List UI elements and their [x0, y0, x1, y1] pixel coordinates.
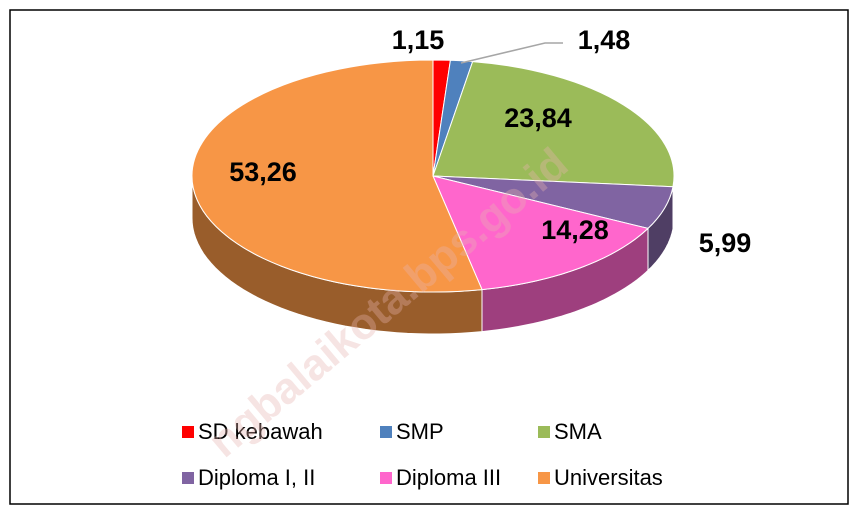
- data-label: 14,28: [541, 215, 609, 245]
- data-label: 23,84: [504, 103, 572, 133]
- legend-label: SMP: [396, 419, 444, 444]
- leader-line: [460, 42, 563, 64]
- data-label: 1,48: [578, 25, 631, 55]
- legend-swatch: [182, 472, 194, 484]
- legend-label: SD kebawah: [198, 419, 323, 444]
- legend-swatch: [538, 426, 550, 438]
- legend-label: Diploma III: [396, 465, 501, 490]
- slice: [191, 59, 483, 293]
- slice: [432, 175, 650, 291]
- data-label: 5,99: [699, 228, 752, 258]
- data-label: 1,15: [392, 25, 445, 55]
- legend-swatch: [538, 472, 550, 484]
- data-label: 53,26: [229, 157, 297, 187]
- legend-swatch: [380, 472, 392, 484]
- legend-swatch: [380, 426, 392, 438]
- slice: [432, 61, 675, 188]
- legend-label: Diploma I, II: [198, 465, 315, 490]
- legend-swatch: [182, 426, 194, 438]
- legend-label: Universitas: [554, 465, 663, 490]
- legend-label: SMA: [554, 419, 602, 444]
